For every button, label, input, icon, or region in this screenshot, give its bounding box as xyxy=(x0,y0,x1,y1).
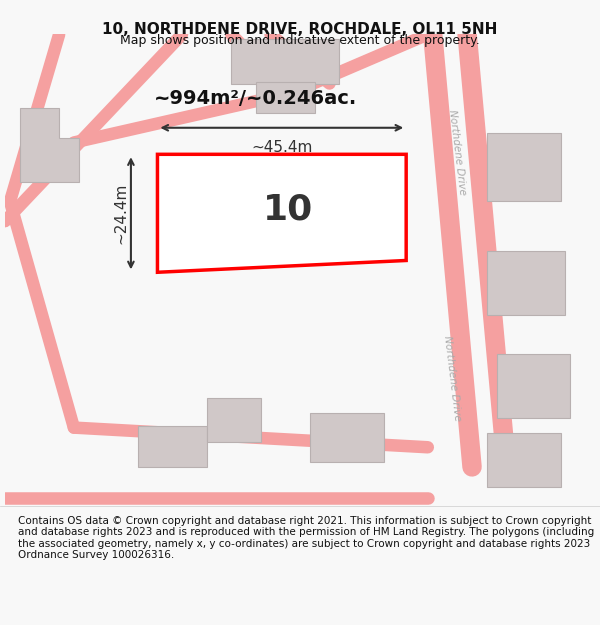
Polygon shape xyxy=(487,432,560,487)
Polygon shape xyxy=(206,398,260,442)
Text: Contains OS data © Crown copyright and database right 2021. This information is : Contains OS data © Crown copyright and d… xyxy=(18,516,594,561)
Polygon shape xyxy=(285,204,344,259)
Polygon shape xyxy=(157,154,406,272)
Polygon shape xyxy=(256,81,315,113)
Polygon shape xyxy=(231,39,340,84)
Text: 10, NORTHDENE DRIVE, ROCHDALE, OL11 5NH: 10, NORTHDENE DRIVE, ROCHDALE, OL11 5NH xyxy=(103,22,497,37)
Text: ~994m²/~0.246ac.: ~994m²/~0.246ac. xyxy=(154,89,358,107)
Text: Northdene Drive: Northdene Drive xyxy=(442,335,463,422)
Text: Northdene Drive: Northdene Drive xyxy=(447,109,467,196)
Polygon shape xyxy=(487,132,560,201)
Text: ~45.4m: ~45.4m xyxy=(251,139,313,154)
Text: 10: 10 xyxy=(263,192,313,226)
Polygon shape xyxy=(497,354,571,418)
Polygon shape xyxy=(138,426,206,467)
Text: Map shows position and indicative extent of the property.: Map shows position and indicative extent… xyxy=(120,34,480,48)
Text: ~24.4m: ~24.4m xyxy=(113,182,128,244)
Polygon shape xyxy=(487,251,565,314)
Polygon shape xyxy=(20,108,79,182)
Polygon shape xyxy=(310,413,383,462)
